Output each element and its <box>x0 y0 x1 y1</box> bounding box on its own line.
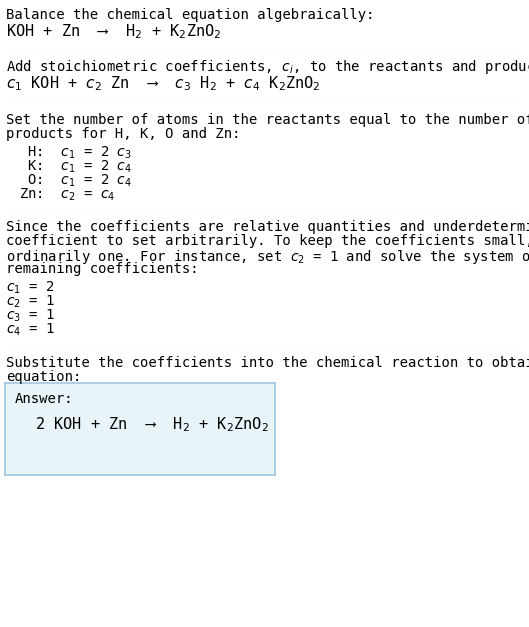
Text: Balance the chemical equation algebraically:: Balance the chemical equation algebraica… <box>6 8 375 22</box>
Text: Zn:  $c_2$ = $c_4$: Zn: $c_2$ = $c_4$ <box>19 187 115 203</box>
Text: products for H, K, O and Zn:: products for H, K, O and Zn: <box>6 127 241 141</box>
Text: $c_4$ = 1: $c_4$ = 1 <box>6 322 55 339</box>
Text: KOH + Zn  ⟶  H$_2$ + K$_2$ZnO$_2$: KOH + Zn ⟶ H$_2$ + K$_2$ZnO$_2$ <box>6 22 222 41</box>
Text: H:  $c_1$ = 2 $c_3$: H: $c_1$ = 2 $c_3$ <box>19 145 131 161</box>
Text: $c_1$ KOH + $c_2$ Zn  ⟶  $c_3$ H$_2$ + $c_4$ K$_2$ZnO$_2$: $c_1$ KOH + $c_2$ Zn ⟶ $c_3$ H$_2$ + $c_… <box>6 74 321 93</box>
Text: coefficient to set arbitrarily. To keep the coefficients small, the arbitrary va: coefficient to set arbitrarily. To keep … <box>6 234 529 248</box>
Text: $c_3$ = 1: $c_3$ = 1 <box>6 308 55 324</box>
Text: Since the coefficients are relative quantities and underdetermined, choose a: Since the coefficients are relative quan… <box>6 220 529 234</box>
Text: equation:: equation: <box>6 370 81 384</box>
Text: O:  $c_1$ = 2 $c_4$: O: $c_1$ = 2 $c_4$ <box>19 173 131 189</box>
Text: Add stoichiometric coefficients, $c_i$, to the reactants and products:: Add stoichiometric coefficients, $c_i$, … <box>6 58 529 76</box>
Text: Answer:: Answer: <box>15 392 74 406</box>
Text: $c_2$ = 1: $c_2$ = 1 <box>6 294 55 310</box>
Text: Set the number of atoms in the reactants equal to the number of atoms in the: Set the number of atoms in the reactants… <box>6 113 529 127</box>
Text: K:  $c_1$ = 2 $c_4$: K: $c_1$ = 2 $c_4$ <box>19 159 131 176</box>
Text: Substitute the coefficients into the chemical reaction to obtain the balanced: Substitute the coefficients into the che… <box>6 356 529 370</box>
Text: 2 KOH + Zn  ⟶  H$_2$ + K$_2$ZnO$_2$: 2 KOH + Zn ⟶ H$_2$ + K$_2$ZnO$_2$ <box>35 415 269 434</box>
Text: $c_1$ = 2: $c_1$ = 2 <box>6 280 54 297</box>
Text: ordinarily one. For instance, set $c_2$ = 1 and solve the system of equations fo: ordinarily one. For instance, set $c_2$ … <box>6 248 529 266</box>
Text: remaining coefficients:: remaining coefficients: <box>6 262 199 276</box>
